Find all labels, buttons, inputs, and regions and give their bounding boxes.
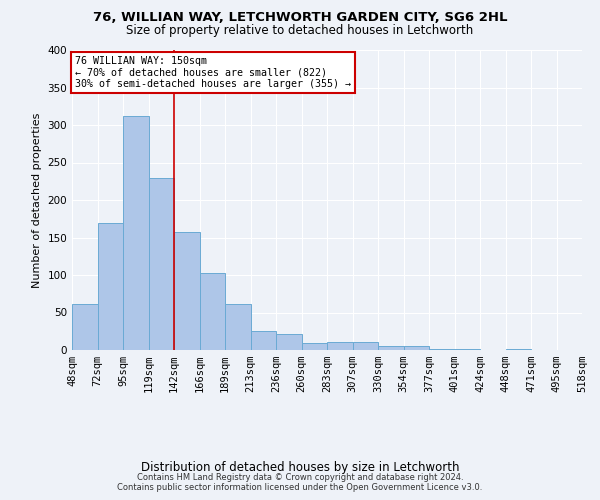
Bar	[378, 346, 404, 350]
Bar	[276, 334, 302, 350]
Bar	[72, 304, 97, 350]
Bar	[251, 330, 276, 350]
Text: Size of property relative to detached houses in Letchworth: Size of property relative to detached ho…	[127, 24, 473, 37]
Bar	[149, 178, 174, 350]
Text: Distribution of detached houses by size in Letchworth: Distribution of detached houses by size …	[141, 461, 459, 474]
Bar	[199, 273, 225, 350]
Bar	[174, 232, 199, 350]
Bar	[302, 342, 327, 350]
Text: 76, WILLIAN WAY, LETCHWORTH GARDEN CITY, SG6 2HL: 76, WILLIAN WAY, LETCHWORTH GARDEN CITY,…	[93, 11, 507, 24]
Bar	[97, 222, 123, 350]
Bar	[225, 304, 251, 350]
Bar	[353, 342, 378, 350]
Bar	[404, 346, 429, 350]
Text: Contains HM Land Registry data © Crown copyright and database right 2024.
Contai: Contains HM Land Registry data © Crown c…	[118, 473, 482, 492]
Y-axis label: Number of detached properties: Number of detached properties	[32, 112, 42, 288]
Bar	[327, 342, 353, 350]
Text: 76 WILLIAN WAY: 150sqm
← 70% of detached houses are smaller (822)
30% of semi-de: 76 WILLIAN WAY: 150sqm ← 70% of detached…	[74, 56, 350, 89]
Bar	[123, 116, 149, 350]
